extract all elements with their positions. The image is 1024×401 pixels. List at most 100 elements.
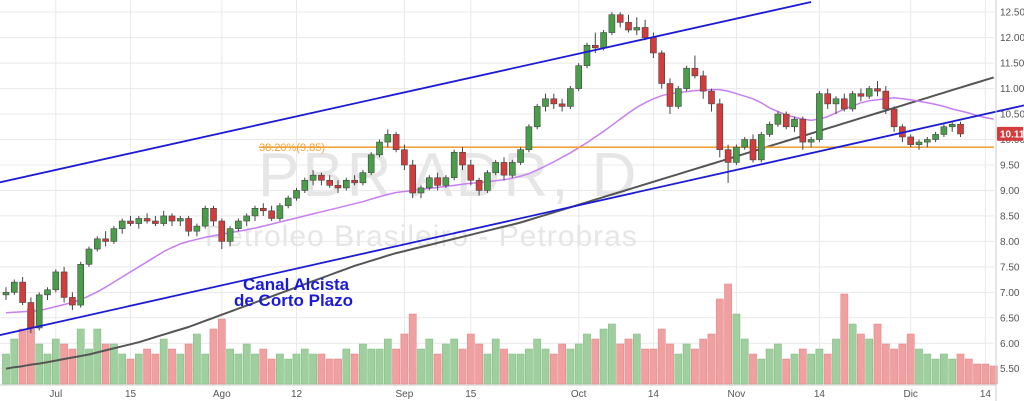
candle-body (359, 172, 367, 184)
volume-bar (774, 343, 782, 385)
volume-bar (110, 343, 118, 385)
volume-bar (193, 333, 201, 385)
candle-body (591, 44, 599, 49)
volume-bar (541, 348, 550, 385)
candle-body (616, 14, 624, 23)
candle-body (840, 98, 848, 110)
candle-body (425, 177, 433, 189)
candle-body (284, 197, 292, 207)
candle-body (152, 220, 159, 224)
candle-body (865, 88, 873, 97)
candle-body (542, 98, 549, 107)
volume-bar (425, 338, 434, 385)
candle-body (467, 164, 475, 181)
volume-bar (10, 338, 19, 385)
candle-body (890, 108, 898, 128)
volume-bar (881, 343, 890, 385)
last-price-label: 10.11 (1000, 129, 1024, 140)
volume-bar (375, 348, 384, 385)
candle-body (641, 27, 649, 38)
volume-bar (782, 358, 791, 385)
volume-bar (765, 348, 774, 385)
ma-short-line (5, 88, 994, 314)
volume-bar (740, 338, 749, 385)
volume-bar (300, 348, 309, 385)
volume-bar (666, 343, 674, 385)
candle-body (525, 126, 533, 151)
candle-body (782, 113, 790, 128)
candle-body (392, 134, 400, 151)
candle-body (882, 90, 890, 110)
candle-body (85, 248, 93, 265)
candle-body (110, 228, 118, 242)
candle-body (832, 98, 840, 105)
volume-bar (533, 338, 542, 385)
volume-bar (865, 338, 874, 385)
candle-body (849, 93, 856, 110)
candle-body (226, 228, 234, 242)
annotation: Canal Alcista de Corto Plazo (234, 275, 353, 310)
volume-bar (915, 348, 923, 385)
candle-body (716, 103, 724, 151)
candle-body (508, 162, 516, 176)
volume-bar (483, 353, 492, 385)
y-tick-label: 11.00 (1000, 84, 1024, 95)
volume-bar (707, 333, 716, 385)
x-tick-label: 12 (291, 389, 303, 400)
candle-body (434, 177, 441, 186)
x-tick-label: 14 (648, 389, 660, 400)
volume-bar (699, 338, 708, 385)
volume-bar (823, 353, 832, 385)
volume-bar (491, 338, 500, 385)
volume-bar (408, 313, 417, 385)
volume-bar (276, 353, 284, 385)
volume-bar (956, 353, 965, 385)
candle-body (293, 190, 300, 199)
candle-body (650, 37, 657, 54)
candle-body (201, 207, 209, 227)
last-price-badge (997, 126, 1023, 141)
candle-body (608, 14, 616, 33)
volume-bar (359, 343, 367, 385)
candle-body (276, 205, 284, 219)
volume-bar (574, 343, 583, 385)
candle-body (442, 177, 450, 186)
candle-body (923, 139, 931, 143)
candle-body (724, 149, 732, 163)
moving-averages (5, 76, 994, 370)
x-tick-label: 14 (814, 389, 826, 400)
volume-bar (923, 353, 932, 385)
candle-body (666, 83, 674, 107)
candle-body (774, 113, 782, 125)
candle-body (940, 126, 948, 135)
candle-body (583, 44, 591, 66)
candle-body (766, 123, 773, 135)
volume-bar (242, 343, 251, 385)
candle-body (127, 220, 134, 224)
y-tick-label: 10.50 (1000, 110, 1024, 121)
volume-bar (848, 323, 857, 385)
candle-body (533, 106, 541, 128)
volume-bar (641, 348, 649, 385)
volume-bar (616, 343, 625, 385)
volume-bar (143, 348, 151, 385)
volume-bar (350, 353, 359, 385)
volume-bar (151, 353, 160, 385)
candle-body (932, 134, 939, 140)
candle-body (567, 88, 574, 107)
candle-body (301, 179, 309, 191)
candle-body (484, 172, 491, 191)
candle-body (384, 134, 392, 143)
candle-body (708, 90, 715, 105)
x-tick-label: Dic (903, 389, 917, 400)
candle-body (625, 22, 632, 31)
volume-bar (790, 353, 799, 385)
candle-body (218, 220, 226, 242)
volume-bar (989, 365, 998, 385)
channel-lines (0, 1, 1024, 337)
candle-body (177, 218, 184, 222)
y-tick-label: 5.50 (1000, 364, 1020, 375)
y-tick-label: 9.00 (1000, 186, 1020, 197)
volume-bar (126, 358, 135, 385)
candle-body (193, 225, 201, 232)
